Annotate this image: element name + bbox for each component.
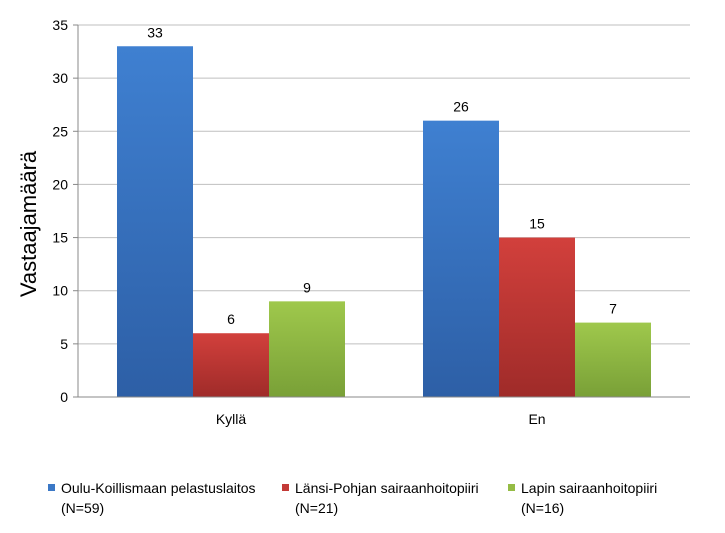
legend-label-oulu-n: (N=59): [61, 500, 105, 516]
bar: [575, 322, 651, 397]
bar: [423, 120, 499, 398]
y-tick-label: 10: [52, 283, 68, 299]
legend: Oulu-Koillismaan pelastuslaitos (N=59) L…: [0, 478, 725, 528]
legend-label-lappi: Lapin sairaanhoitopiiri: [521, 480, 658, 496]
data-label: 33: [147, 24, 163, 40]
legend-item-lappi: Lapin sairaanhoitopiiri (N=16): [508, 478, 657, 518]
legend-item-oulu: Oulu-Koillismaan pelastuslaitos (N=59): [48, 478, 256, 518]
y-tick-label: 25: [52, 123, 68, 139]
bar-chart: 33 6 9 26 15 7 0 5 10 15 20 25 30 35 Kyllä En Vastaaja…: [16, 17, 690, 427]
y-tick-label: 30: [52, 70, 68, 86]
axes: 0 5 10 15 20 25 30 35 Kyllä En: [52, 17, 690, 427]
y-axis-label: Vastaajamäärä: [16, 150, 41, 297]
y-tick-label: 5: [60, 336, 68, 352]
data-label: 6: [227, 311, 235, 327]
bar: [193, 333, 269, 397]
legend-label-lappi-n: (N=16): [521, 500, 565, 516]
data-label: 26: [453, 99, 469, 115]
bar: [269, 301, 345, 397]
bars: [117, 46, 651, 398]
legend-swatch-lappi: [508, 484, 515, 491]
bar: [117, 46, 193, 397]
data-labels: 33 6 9 26 15 7: [147, 24, 617, 327]
y-tick-label: 0: [60, 389, 68, 405]
bar: [499, 237, 575, 397]
legend-label-lansi-pohja-n: (N=21): [295, 500, 339, 516]
legend-item-lansi-pohja: Länsi-Pohjan sairaanhoitopiiri (N=21): [282, 478, 479, 518]
legend-swatch-oulu: [48, 484, 55, 491]
y-tick-label: 20: [52, 176, 68, 192]
legend-label-oulu: Oulu-Koillismaan pelastuslaitos: [61, 480, 256, 496]
y-tick-label: 35: [52, 17, 68, 33]
y-tick-label: 15: [52, 230, 68, 246]
legend-swatch-lansi-pohja: [282, 484, 289, 491]
legend-label-lansi-pohja: Länsi-Pohjan sairaanhoitopiiri: [295, 480, 479, 496]
data-label: 15: [529, 216, 545, 232]
data-label: 7: [609, 301, 617, 317]
x-tick-label: Kyllä: [216, 411, 247, 427]
x-tick-label: En: [528, 411, 545, 427]
data-label: 9: [303, 279, 311, 295]
